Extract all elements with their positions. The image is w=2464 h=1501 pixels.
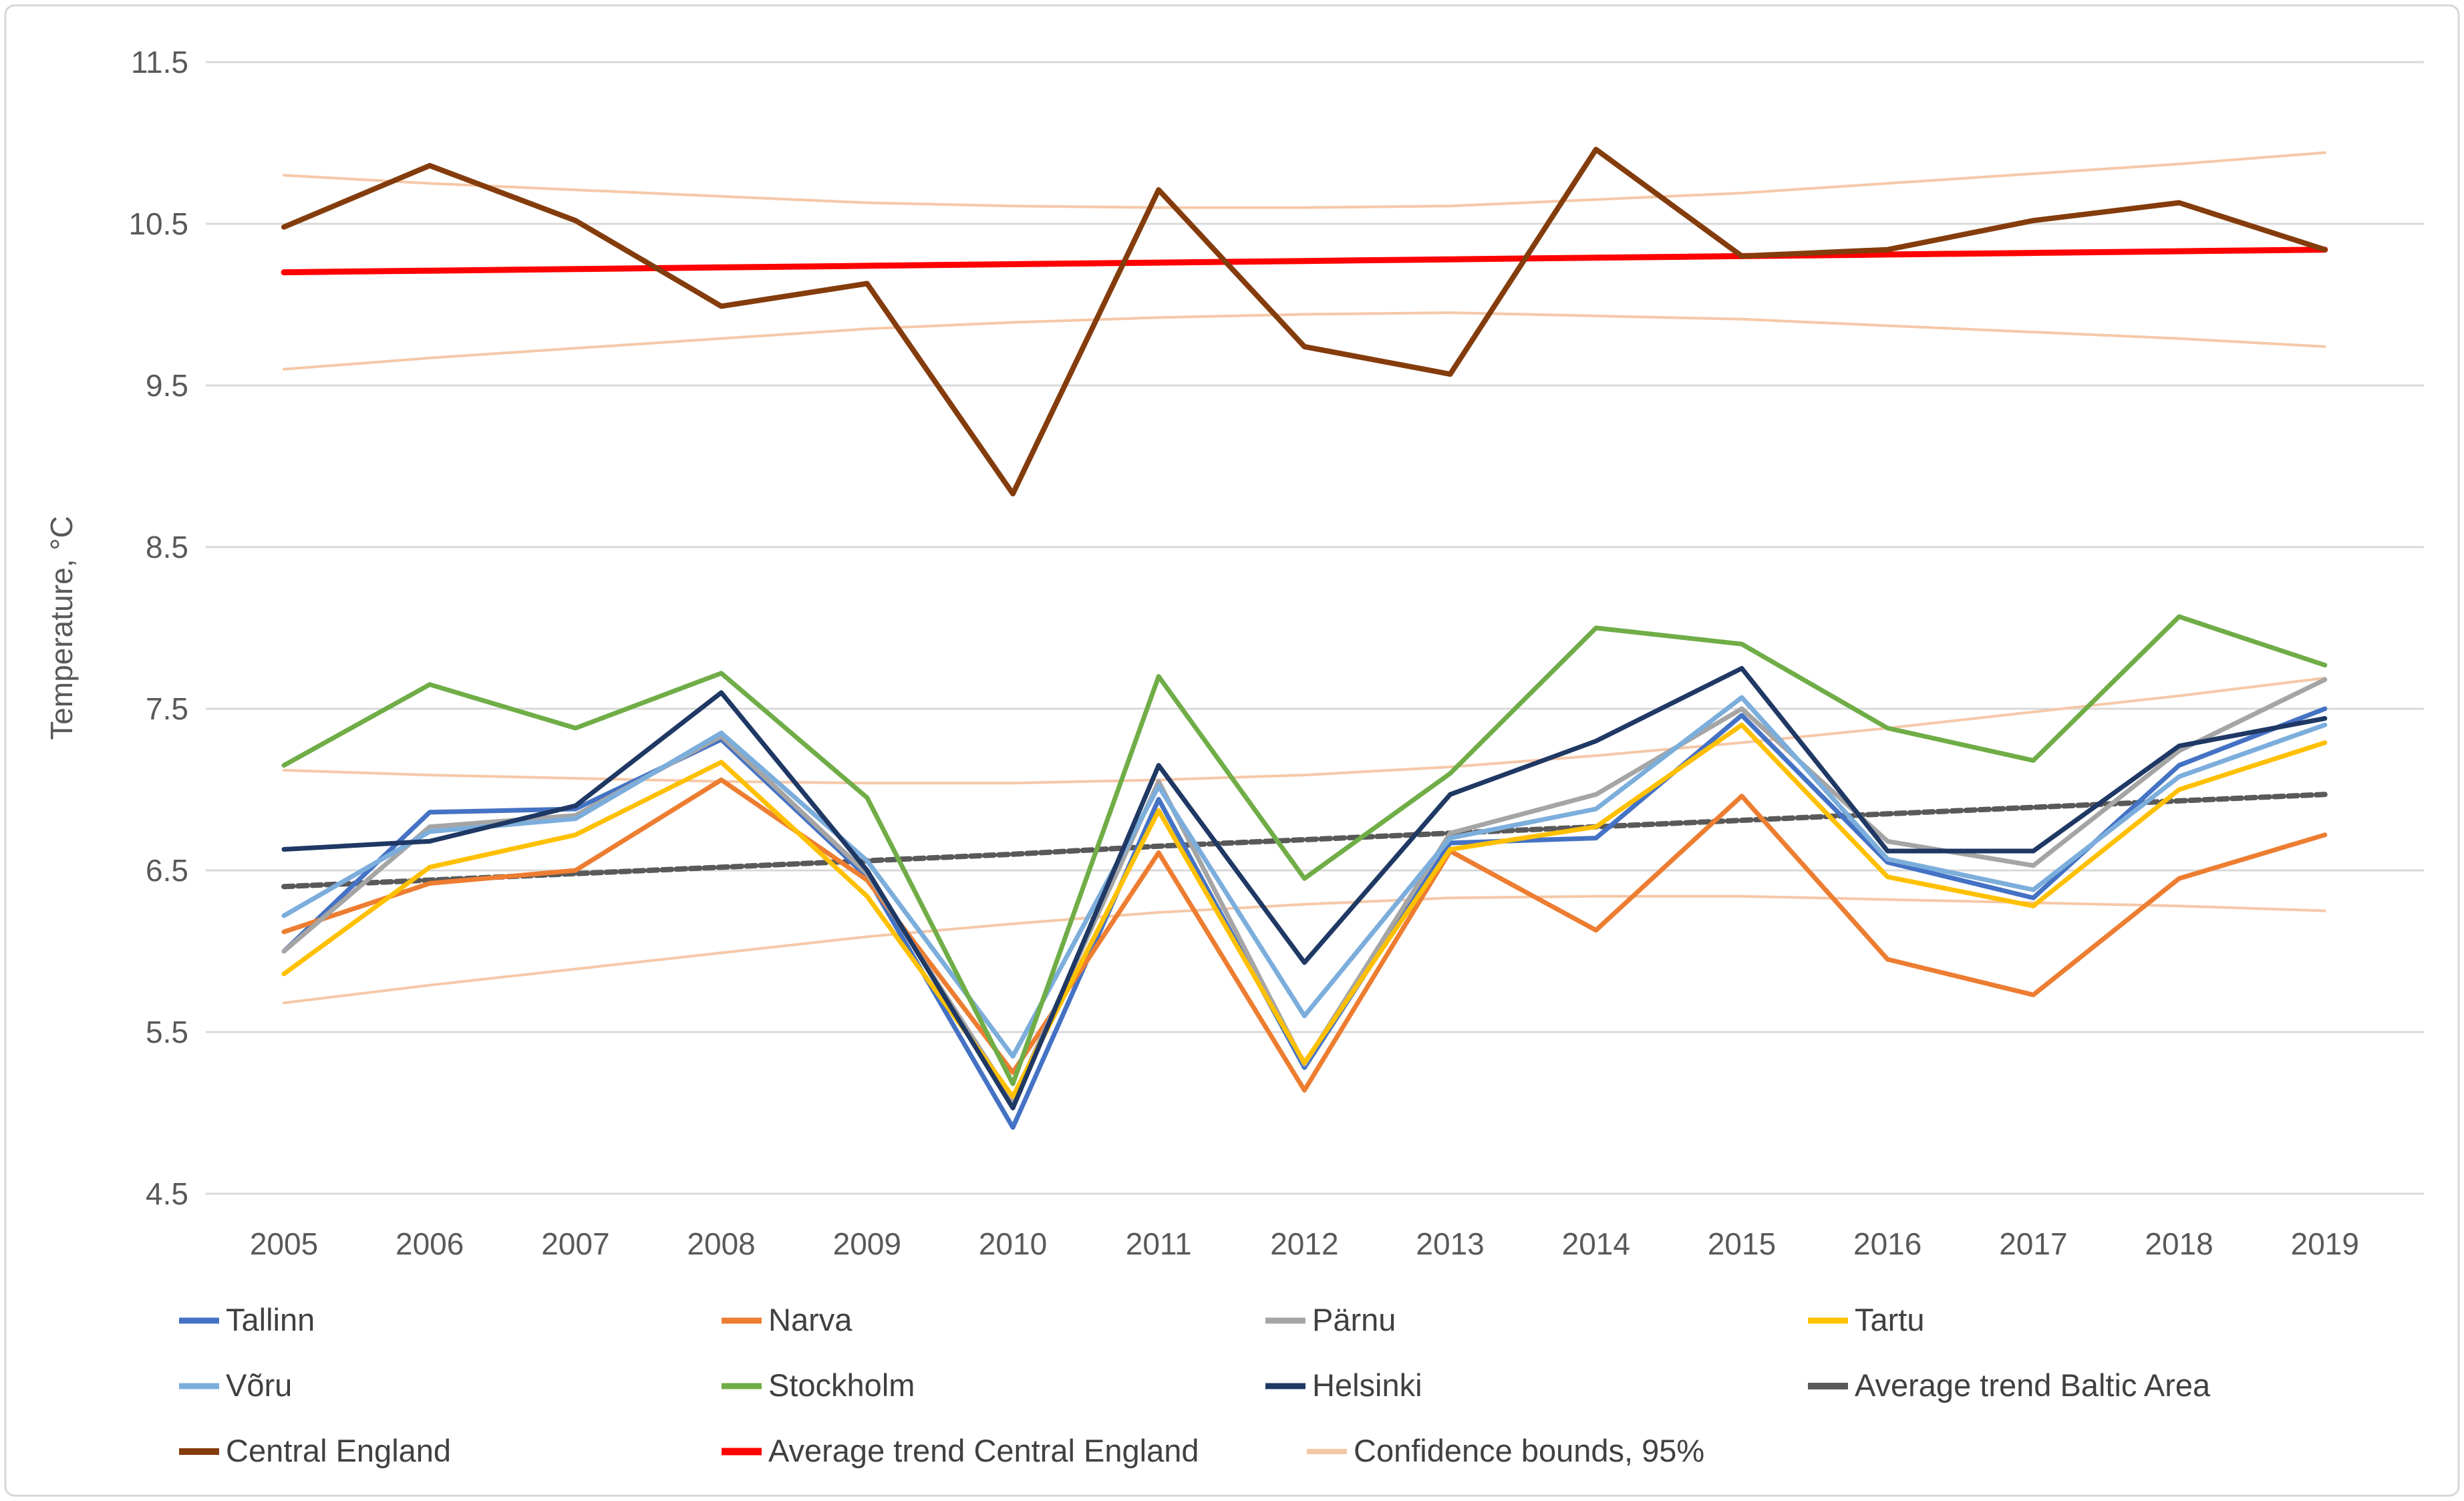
legend-item[interactable]: Confidence bounds, 95% bbox=[1307, 1433, 1704, 1468]
legend-label: Confidence bounds, 95% bbox=[1354, 1433, 1704, 1468]
legend-item[interactable]: Average trend Central England bbox=[722, 1433, 1199, 1468]
series-line-confidence-bounds-95-2[interactable] bbox=[283, 677, 2326, 785]
x-tick-label: 2018 bbox=[2145, 1226, 2213, 1261]
y-axis-title-text: Temperature, °C bbox=[44, 516, 79, 739]
series-line-average-trend-baltic-area[interactable] bbox=[281, 792, 2328, 890]
chart-frame bbox=[4, 4, 2460, 1497]
series-line-confidence-bounds-95-0[interactable] bbox=[283, 151, 2326, 209]
data-series bbox=[281, 146, 2328, 1130]
legend-label: Helsinki bbox=[1312, 1367, 1422, 1403]
y-tick-label: 5.5 bbox=[146, 1015, 188, 1049]
x-tick-label: 2005 bbox=[250, 1226, 318, 1261]
x-tick-label: 2008 bbox=[687, 1226, 755, 1261]
series-line-tallinn[interactable] bbox=[281, 706, 2328, 1130]
y-tick-label: 6.5 bbox=[146, 853, 188, 888]
legend-item[interactable]: Stockholm bbox=[722, 1367, 915, 1403]
x-axis-tick-labels: 2005 2006 2007 2008 2009 2010 2011 2012 2013 2014… bbox=[250, 1226, 2359, 1261]
x-tick-label: 2012 bbox=[1270, 1226, 1338, 1261]
legend-item[interactable]: Central England bbox=[179, 1433, 451, 1468]
x-tick-label: 2016 bbox=[1853, 1226, 1921, 1261]
legend-label: Average trend Central England bbox=[768, 1433, 1199, 1468]
x-tick-label: 2015 bbox=[1708, 1226, 1776, 1261]
legend-item[interactable]: Tallinn bbox=[179, 1302, 315, 1337]
chart-border bbox=[4, 4, 2460, 1497]
y-tick-label: 4.5 bbox=[146, 1176, 188, 1211]
series-line-tartu[interactable] bbox=[281, 722, 2328, 1100]
y-tick-label: 11.5 bbox=[131, 45, 188, 79]
legend: Tallinn Narva Pärnu Tartu Võru Stockholm Helsi… bbox=[179, 1302, 2211, 1468]
legend-label: Tartu bbox=[1855, 1302, 1925, 1337]
y-tick-label: 10.5 bbox=[128, 206, 188, 241]
y-axis-title: Temperature, °C bbox=[44, 516, 79, 739]
series-line-average-trend-central-england[interactable] bbox=[281, 246, 2328, 276]
legend-item[interactable]: Helsinki bbox=[1265, 1367, 1422, 1403]
series-line-confidence-bounds-95-3[interactable] bbox=[283, 894, 2326, 1005]
x-tick-label: 2010 bbox=[979, 1226, 1047, 1261]
x-tick-label: 2011 bbox=[1126, 1226, 1192, 1261]
y-tick-label: 8.5 bbox=[146, 530, 188, 564]
y-tick-label: 7.5 bbox=[146, 691, 188, 726]
legend-item[interactable]: Tartu bbox=[1808, 1302, 1925, 1337]
x-tick-label: 2009 bbox=[833, 1226, 901, 1261]
legend-item[interactable]: Average trend Baltic Area bbox=[1808, 1367, 2211, 1403]
series-line-stockholm[interactable] bbox=[281, 614, 2328, 1086]
legend-label: Narva bbox=[768, 1302, 853, 1337]
y-axis-tick-labels: 11.5 10.5 9.5 8.5 7.5 6.5 5.5 4.5 bbox=[128, 45, 188, 1211]
legend-label: Stockholm bbox=[768, 1367, 915, 1403]
x-tick-label: 2014 bbox=[1562, 1226, 1630, 1261]
legend-label: Võru bbox=[226, 1367, 292, 1403]
legend-item[interactable]: Narva bbox=[722, 1302, 853, 1337]
legend-label: Central England bbox=[226, 1433, 451, 1468]
y-tick-label: 9.5 bbox=[146, 368, 188, 403]
series-line-confidence-bounds-95-1[interactable] bbox=[283, 311, 2326, 371]
legend-item[interactable]: Pärnu bbox=[1265, 1302, 1396, 1337]
series-line-helsinki[interactable] bbox=[281, 666, 2328, 1111]
legend-item[interactable]: Võru bbox=[179, 1367, 292, 1403]
legend-label: Pärnu bbox=[1312, 1302, 1396, 1337]
x-tick-label: 2019 bbox=[2291, 1226, 2359, 1261]
legend-label: Average trend Baltic Area bbox=[1855, 1367, 2211, 1403]
x-tick-label: 2007 bbox=[541, 1226, 609, 1261]
legend-label: Tallinn bbox=[226, 1302, 315, 1337]
x-tick-label: 2013 bbox=[1416, 1226, 1484, 1261]
x-tick-label: 2017 bbox=[1999, 1226, 2067, 1261]
series-line-v-ru[interactable] bbox=[281, 695, 2328, 1059]
x-tick-label: 2006 bbox=[396, 1226, 464, 1261]
series-line-central-england[interactable] bbox=[281, 146, 2328, 497]
series-line-narva[interactable] bbox=[281, 778, 2328, 1093]
